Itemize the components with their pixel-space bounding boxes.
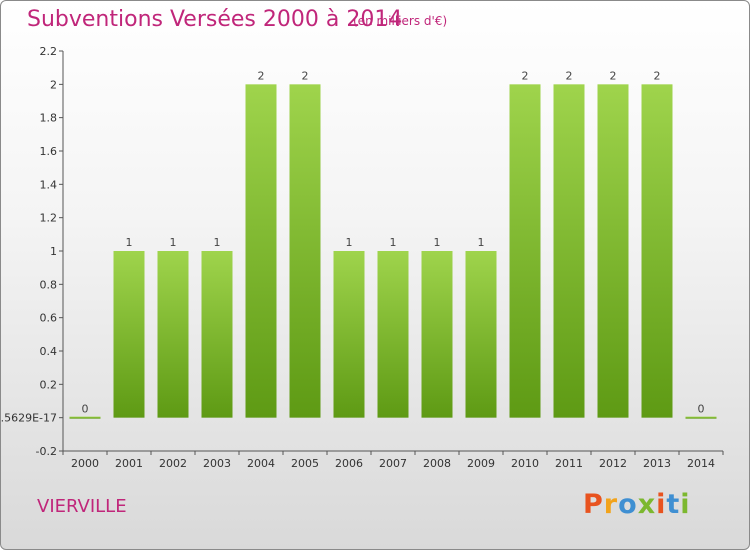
x-axis-ticks: 2000 2001 2002 2003 2004 2005 2006 2007 2008 2009…	[62, 451, 724, 470]
x-tick-label: 2001	[115, 457, 143, 470]
y-tick-label: 0.6	[40, 312, 58, 325]
y-tick-label: 0.8	[40, 278, 58, 291]
proxiti-logo[interactable]: Proxiti	[583, 489, 691, 520]
y-tick-label: 0.2	[40, 378, 58, 391]
bar-2000	[69, 416, 101, 419]
bar-2012	[597, 84, 629, 418]
x-tick-label: 2014	[687, 457, 715, 470]
x-tick-label: 2003	[203, 457, 231, 470]
bar-2002	[157, 251, 189, 418]
bar-value-label: 2	[522, 69, 529, 82]
bar-value-label: 2	[566, 69, 573, 82]
bar-2014	[685, 416, 717, 419]
bar-value-label: 0	[698, 403, 705, 416]
bar-value-label: 1	[126, 236, 133, 249]
x-tick-label: 2010	[511, 457, 539, 470]
y-axis-ticks: -0.2 -1.5629E-17 0.2 0.4 0.6 0.8 1 1.2 1.4 1.6 1.8…	[1, 45, 63, 458]
commune-name: VIERVILLE	[37, 496, 127, 517]
y-tick-label: 1.4	[40, 178, 58, 191]
logo-letter: i	[680, 489, 691, 520]
y-tick-label: 0.4	[40, 345, 58, 358]
bar-2011	[553, 84, 585, 418]
x-tick-label: 2002	[159, 457, 187, 470]
y-tick-label: 1.6	[40, 145, 58, 158]
y-tick-label: 2.2	[40, 45, 58, 58]
chart-title: Subventions Versées 2000 à 2014	[27, 7, 403, 32]
bar-value-label: 1	[478, 236, 485, 249]
bar-value-label: 1	[434, 236, 441, 249]
bar-value-label: 2	[610, 69, 617, 82]
logo-letter: t	[666, 489, 681, 520]
logo-letter: x	[637, 489, 657, 520]
x-tick-label: 2007	[379, 457, 407, 470]
logo-letter: i	[656, 489, 667, 520]
bar-value-label: 2	[258, 69, 265, 82]
logo-letter: r	[603, 489, 619, 520]
bar-2013	[641, 84, 673, 418]
x-tick-label: 2011	[555, 457, 583, 470]
x-tick-label: 2008	[423, 457, 451, 470]
y-tick-label: -1.5629E-17	[1, 412, 57, 425]
bar-value-label: 2	[654, 69, 661, 82]
bar-2006	[333, 251, 365, 418]
bar-value-label: 2	[302, 69, 309, 82]
bar-2001	[113, 251, 145, 418]
bar-value-label: 1	[390, 236, 397, 249]
bar-2005	[289, 84, 321, 418]
x-tick-label: 2009	[467, 457, 495, 470]
bar-2007	[377, 251, 409, 418]
logo-letter: P	[583, 489, 604, 520]
bar-2008	[421, 251, 453, 418]
x-tick-label: 2013	[643, 457, 671, 470]
bar-2009	[465, 251, 497, 418]
bar-2004	[245, 84, 277, 418]
x-tick-label: 2006	[335, 457, 363, 470]
bar-value-label: 1	[346, 236, 353, 249]
chart-unit: (en milliers d'€)	[353, 14, 448, 28]
x-tick-label: 2005	[291, 457, 319, 470]
bar-2010	[509, 84, 541, 418]
y-tick-label: 2	[50, 78, 57, 91]
bar-value-label: 1	[214, 236, 221, 249]
x-tick-label: 2000	[71, 457, 99, 470]
bar-2003	[201, 251, 233, 418]
bar-value-label: 0	[82, 403, 89, 416]
y-tick-label: 1.8	[40, 112, 58, 125]
y-tick-label: 1	[50, 245, 57, 258]
x-tick-label: 2004	[247, 457, 275, 470]
bar-value-label: 1	[170, 236, 177, 249]
logo-letter: o	[618, 489, 638, 520]
bar-series: 0 1 1 1 2 2 1 1 1 1 2 2 2 2 0	[69, 69, 717, 419]
y-tick-label: 1.2	[40, 212, 58, 225]
x-tick-label: 2012	[599, 457, 627, 470]
y-tick-label: -0.2	[36, 445, 57, 458]
